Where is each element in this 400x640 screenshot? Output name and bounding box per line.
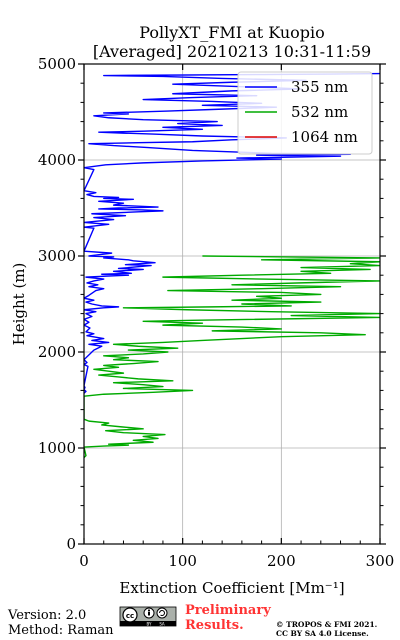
by-attribution-head	[147, 609, 151, 612]
legend-items: 355 nm 532 nm 1064 nm	[245, 78, 358, 146]
legend: 355 nm 532 nm 1064 nm	[237, 71, 373, 155]
cc-badge-sa-label: SA	[159, 622, 165, 627]
cc-badge-by-label: BY	[147, 622, 153, 627]
x-axis-label: Extinction Coefficient [Mm⁻¹]	[119, 579, 344, 597]
series-line-355-nm	[84, 72, 380, 394]
version-text: Version: 2.0	[7, 608, 86, 623]
y-tick-label: 5000	[38, 55, 76, 73]
y-tick-label: 4000	[38, 151, 76, 169]
x-tick-label: 300	[366, 552, 395, 570]
sa-sharealike-arrow	[159, 610, 165, 616]
cc-license-badge: cc BY SA	[119, 606, 177, 627]
y-axis-label: Height (m)	[10, 263, 28, 346]
chart-title-line-2: [Averaged] 20210213 10:31-11:59	[93, 42, 371, 61]
sa-sharealike-icon	[156, 607, 168, 619]
plot-frame	[83, 63, 381, 545]
x-tick-label: 100	[168, 552, 197, 570]
method-text: Method: Raman	[8, 623, 114, 638]
y-tick-label: 2000	[38, 343, 76, 361]
chart-title-line-1: PollyXT_FMI at Kuopio	[139, 23, 325, 42]
cc-logo-text: cc	[126, 612, 134, 620]
preliminary-label-line-2: Results.	[185, 618, 244, 633]
by-attribution-body	[148, 612, 150, 616]
cc-badge-lower-strip	[120, 621, 176, 626]
copyright-line-2: CC BY SA 4.0 License.	[276, 629, 369, 638]
legend-box	[237, 71, 373, 155]
legend-label-355-nm: 355 nm	[291, 78, 348, 96]
y-tick-label: 1000	[38, 439, 76, 457]
preliminary-label-line-1: Preliminary	[185, 603, 271, 618]
y-tick-label: 0	[66, 535, 76, 553]
x-tick-label: 200	[267, 552, 296, 570]
cc-logo-icon	[122, 607, 138, 623]
y-tick-label: 3000	[38, 247, 76, 265]
x-tick-label: 0	[79, 552, 89, 570]
legend-label-532-nm: 532 nm	[291, 103, 348, 121]
legend-label-1064-nm: 1064 nm	[291, 128, 358, 146]
series-layer	[84, 72, 380, 459]
series-line-532-nm	[84, 255, 380, 459]
copyright-line-1: © TROPOS & FMI 2021.	[276, 620, 377, 629]
